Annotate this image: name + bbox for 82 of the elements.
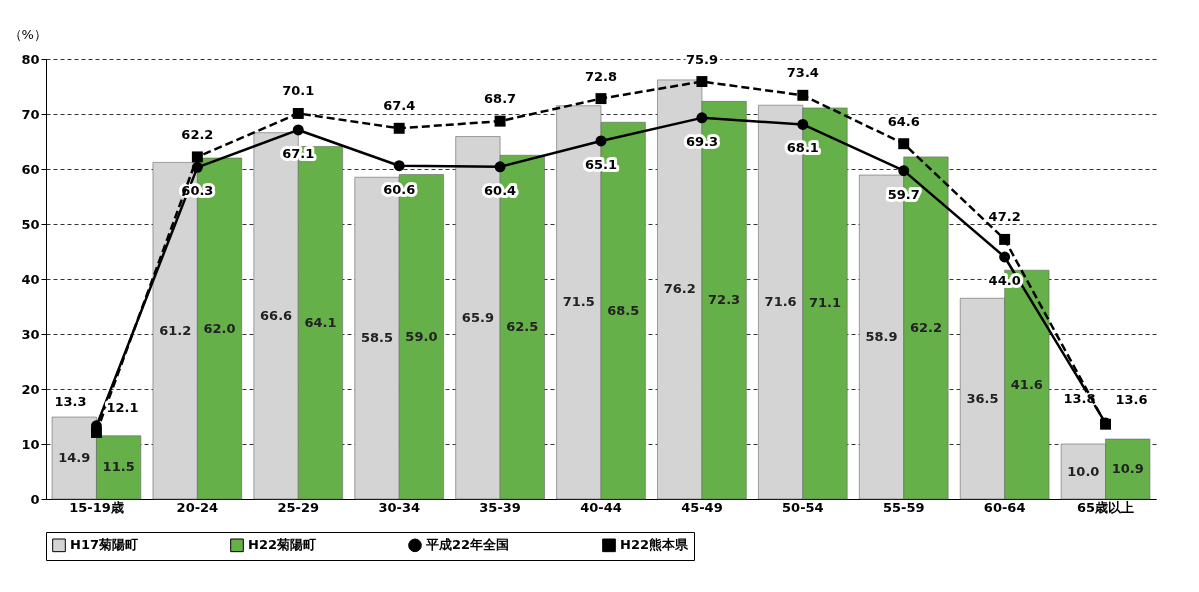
x-tick-label: 65歳以上	[1077, 499, 1135, 515]
y-tick-label: 0	[30, 491, 40, 507]
y-tick-label: 20	[21, 381, 40, 397]
data-label: 62.2	[181, 126, 214, 142]
x-tick-label: 25-29	[277, 499, 320, 515]
data-label: 47.2	[988, 209, 1021, 225]
point	[393, 160, 405, 172]
data-label: 62.0	[203, 320, 236, 336]
data-label: 14.9	[58, 450, 91, 466]
data-label: 58.5	[360, 330, 394, 346]
point	[595, 135, 607, 147]
x-tick-label: 35-39	[479, 499, 521, 515]
data-label: 13.3	[54, 393, 87, 409]
data-label: 10.9	[1111, 461, 1144, 477]
point	[797, 118, 809, 130]
data-label: 72.3	[708, 292, 741, 308]
data-label: 59.0	[405, 328, 438, 344]
data-label: 65.9	[461, 309, 494, 325]
data-label: 36.5	[966, 390, 999, 406]
point	[494, 115, 506, 127]
data-label: 60.4	[484, 182, 517, 198]
data-label: 71.5	[562, 294, 595, 310]
data-label: 13.6	[1115, 392, 1148, 408]
x-tick-label: 30-34	[378, 499, 420, 515]
data-label: 64.6	[887, 113, 920, 129]
data-label: 76.2	[663, 281, 696, 297]
data-label: 68.5	[607, 302, 640, 318]
data-label: 58.9	[865, 329, 898, 345]
y-tick-label: 50	[21, 216, 40, 232]
data-label: 44.0	[988, 273, 1021, 288]
x-tick-label: 15-19歳	[69, 499, 124, 515]
data-label: 73.4	[786, 65, 819, 81]
data-label: 61.2	[159, 322, 192, 338]
legend-label: 平成22年全国	[425, 537, 510, 553]
y-tick-label: 40	[21, 271, 40, 287]
data-label: 71.6	[764, 294, 797, 310]
x-tick-label: 45-49	[681, 499, 723, 515]
point	[999, 233, 1011, 245]
y-tick-label: 30	[21, 326, 40, 342]
data-label: 11.5	[102, 459, 135, 475]
point	[90, 426, 102, 438]
data-label: 62.2	[909, 319, 942, 335]
point	[696, 76, 708, 88]
x-tick-label: 55-59	[882, 499, 925, 515]
data-label: 70.1	[282, 83, 315, 99]
y-tick-label: 10	[21, 436, 40, 452]
y-axis-title: （%）	[8, 26, 47, 42]
data-label: 68.1	[786, 140, 819, 156]
x-tick-label: 40-44	[580, 499, 622, 515]
point	[494, 161, 506, 173]
y-tick-label: 60	[21, 161, 40, 177]
point	[898, 165, 910, 177]
data-label: 12.1	[106, 400, 139, 416]
data-label: 72.8	[584, 68, 618, 84]
point	[999, 251, 1011, 263]
data-label: 71.1	[808, 295, 842, 311]
data-label: 75.9	[685, 51, 718, 67]
data-label: 41.6	[1010, 376, 1043, 392]
point	[292, 124, 304, 136]
point	[797, 89, 809, 101]
y-tick-label: 80	[21, 51, 40, 67]
data-label: 66.6	[260, 307, 293, 323]
point	[292, 107, 304, 119]
x-tick-label: 20-24	[176, 499, 219, 515]
data-label: 67.4	[383, 98, 416, 114]
y-tick-label: 70	[21, 106, 40, 122]
point	[191, 151, 203, 163]
point	[393, 122, 405, 134]
x-tick-label: 50-54	[782, 499, 824, 515]
data-label: 64.1	[304, 314, 337, 330]
legend-label: H22熊本県	[620, 537, 689, 553]
point	[696, 112, 708, 124]
x-tick-label: 60-64	[983, 499, 1026, 515]
legend-label: H22菊陽町	[248, 537, 316, 553]
point	[898, 138, 910, 150]
data-label: 69.3	[685, 133, 718, 149]
data-label: 62.5	[506, 319, 539, 335]
legend-label: H17菊陽町	[70, 537, 138, 553]
data-label: 65.1	[584, 156, 618, 172]
data-label: 68.7	[484, 91, 517, 107]
point	[595, 93, 607, 105]
data-label: 10.0	[1067, 463, 1100, 479]
